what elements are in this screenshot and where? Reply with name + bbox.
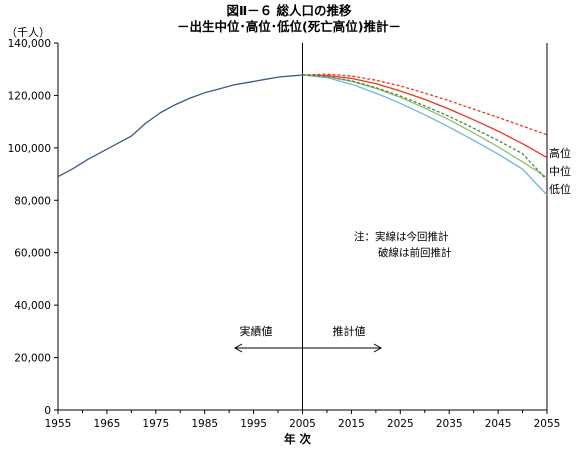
series-line (302, 74, 548, 159)
y-tick-label: 60,000 (14, 248, 51, 260)
series-line (302, 73, 548, 136)
x-tick-label: 1975 (142, 418, 169, 430)
x-tick-label: 2045 (485, 418, 512, 430)
y-tick-label: 40,000 (14, 300, 51, 312)
label-actual: 実績値 (240, 324, 273, 338)
axes: 0 20,000 40,000 60,000 80,000 100,000 120,000 1… (8, 38, 561, 446)
y-tick-label: 0 (44, 405, 51, 417)
y-tick-label: 80,000 (14, 195, 51, 207)
y-axis-unit: （千人） (6, 26, 50, 39)
series-lines (57, 73, 548, 196)
note-line: 破線は前回推計 (378, 246, 452, 259)
chart-subtitle: －出生中位･高位･低位(死亡高位)推計－ (177, 19, 401, 34)
series-label: 高位 (549, 146, 571, 160)
y-tick-label: 100,000 (8, 143, 51, 155)
x-tick-label: 2025 (387, 418, 414, 430)
arrow-head-right (373, 343, 383, 353)
x-tick-label: 1985 (191, 418, 218, 430)
x-tick-label: 1955 (45, 418, 72, 430)
series-line (302, 74, 548, 181)
label-projection: 推計値 (333, 324, 366, 338)
y-tick-label: 20,000 (14, 353, 51, 365)
series-line (302, 74, 548, 196)
x-tick-label: 1965 (94, 418, 121, 430)
chart-title: 図Ⅱ－６ 総人口の推移 (226, 3, 352, 18)
y-tick-label: 140,000 (8, 38, 51, 50)
y-tick-label: 120,000 (8, 90, 51, 102)
x-tick-label: 2055 (534, 418, 561, 430)
series-line (57, 74, 303, 178)
series-label: 中位 (549, 164, 571, 178)
x-tick-label: 2015 (338, 418, 365, 430)
series-label: 低位 (549, 182, 571, 196)
x-tick-label: 1995 (240, 418, 267, 430)
note-line: 注：実線は今回推計 (354, 230, 449, 243)
x-tick-label: 2005 (289, 418, 316, 430)
arrow-head-left (233, 343, 243, 353)
x-axis-label: 年 次 (284, 432, 312, 446)
x-tick-label: 2035 (436, 418, 463, 430)
